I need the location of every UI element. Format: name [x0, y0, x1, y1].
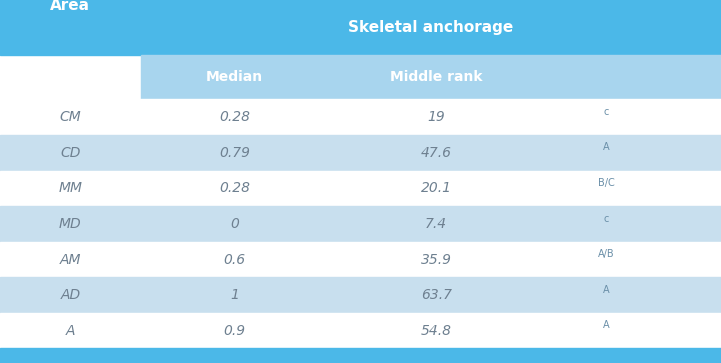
Text: A: A [66, 324, 75, 338]
Text: MM: MM [58, 182, 82, 195]
Bar [0, 348, 721, 363]
Text: 1: 1 [230, 288, 239, 302]
Text: Area: Area [50, 0, 90, 13]
Text: AM: AM [60, 253, 81, 266]
Bar [0, 206, 721, 242]
Text: MD: MD [59, 217, 81, 231]
Text: 0.79: 0.79 [219, 146, 249, 160]
Text: 63.7: 63.7 [421, 288, 451, 302]
Text: c: c [603, 107, 609, 117]
Text: 54.8: 54.8 [421, 324, 451, 338]
Bar [141, 56, 721, 99]
Text: c: c [603, 214, 609, 224]
Text: Skeletal anchorage: Skeletal anchorage [348, 20, 513, 35]
Bar [0, 242, 721, 277]
Text: Middle rank: Middle rank [390, 70, 482, 85]
Text: AD: AD [61, 288, 80, 302]
Bar [0, 277, 721, 313]
Text: 0.28: 0.28 [219, 182, 249, 195]
Bar [0, 313, 721, 348]
Text: 35.9: 35.9 [421, 253, 451, 266]
Text: A: A [603, 143, 609, 152]
Text: 0.28: 0.28 [219, 110, 249, 124]
Text: 47.6: 47.6 [421, 146, 451, 160]
Text: 0.9: 0.9 [224, 324, 245, 338]
Bar [141, 0, 721, 56]
Bar [0, 99, 721, 135]
Text: 0: 0 [230, 217, 239, 231]
Text: CM: CM [59, 110, 81, 124]
Text: 7.4: 7.4 [425, 217, 447, 231]
Text: B/C: B/C [598, 178, 614, 188]
Bar [0, 135, 721, 171]
Text: A/B: A/B [598, 249, 614, 259]
Text: 19: 19 [428, 110, 445, 124]
Text: 20.1: 20.1 [421, 182, 451, 195]
Text: 0.6: 0.6 [224, 253, 245, 266]
Bar [0, 0, 141, 56]
Text: CD: CD [60, 146, 81, 160]
Text: A: A [603, 321, 609, 330]
Text: Median: Median [205, 70, 263, 85]
Text: A: A [603, 285, 609, 295]
Bar [0, 171, 721, 206]
